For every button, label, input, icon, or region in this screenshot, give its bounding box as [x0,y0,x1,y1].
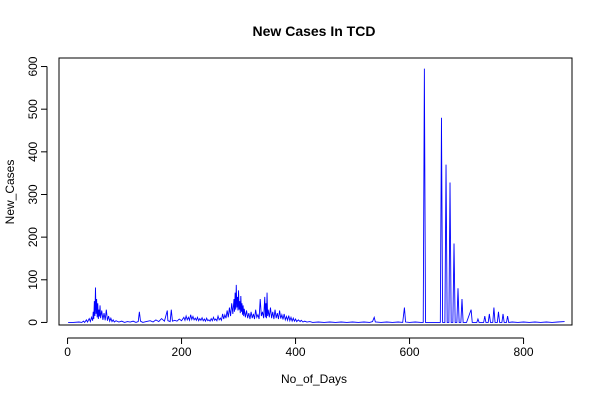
x-tick-label: 200 [172,345,192,359]
plot-area-frame [58,57,573,326]
y-tick-label: 400 [26,142,40,162]
series-layer [68,68,565,324]
x-axis: 0 200 400 600 800 [64,337,534,359]
chart-title: New Cases In TCD [253,23,376,39]
y-axis-label: New_Cases [3,160,17,225]
series-line [68,68,565,324]
y-tick-label: 500 [26,99,40,119]
x-axis-label: No_of_Days [281,372,347,386]
y-axis: 0 100 200 300 400 500 600 [26,56,48,326]
y-tick-label: 0 [26,319,40,326]
y-tick-label: 300 [26,184,40,204]
y-tick-label: 600 [26,56,40,76]
x-tick-label: 800 [514,345,534,359]
y-tick-label: 200 [26,227,40,247]
x-tick-label: 600 [400,345,420,359]
x-tick-label: 400 [286,345,306,359]
x-tick-label: 0 [64,345,71,359]
y-tick-label: 100 [26,269,40,289]
